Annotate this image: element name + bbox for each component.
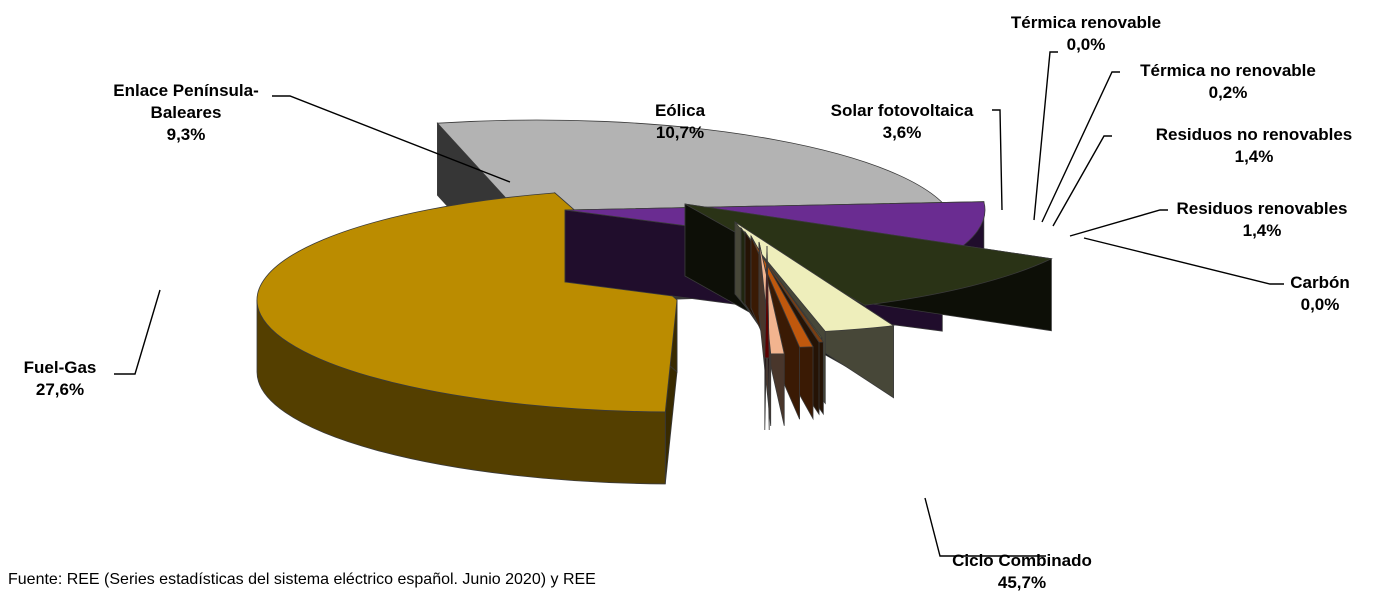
slice-value: 27,6% bbox=[36, 380, 84, 399]
leader-line bbox=[1069, 209, 1168, 237]
slice-value: 1,4% bbox=[1235, 147, 1274, 166]
pie-slice bbox=[758, 241, 785, 426]
leader-line bbox=[114, 289, 161, 375]
leader-line bbox=[1041, 71, 1120, 223]
leader-line bbox=[272, 95, 511, 183]
slice-value: 0,0% bbox=[1301, 295, 1340, 314]
slice-value: 9,3% bbox=[167, 125, 206, 144]
leader-line bbox=[1052, 135, 1112, 227]
leader-line bbox=[924, 497, 1046, 557]
leader-line bbox=[1083, 237, 1284, 285]
slice-value: 1,4% bbox=[1243, 221, 1282, 240]
slice-label: Eólica bbox=[655, 101, 706, 120]
slice-value: 3,6% bbox=[883, 123, 922, 142]
slice-value: 10,7% bbox=[656, 123, 704, 142]
slice-label: Fuel-Gas bbox=[24, 358, 97, 377]
leader-line bbox=[1033, 51, 1058, 221]
slice-label: Residuos renovables bbox=[1176, 199, 1347, 218]
slice-label: Baleares bbox=[151, 103, 222, 122]
slice-value: 0,0% bbox=[1067, 35, 1106, 54]
slice-label: Solar fotovoltaica bbox=[831, 101, 974, 120]
slice-label: Enlace Península- bbox=[113, 81, 259, 100]
slice-label: Carbón bbox=[1290, 273, 1350, 292]
pie-slice bbox=[764, 245, 770, 431]
slice-label: Térmica no renovable bbox=[1140, 61, 1316, 80]
slice-value: 45,7% bbox=[998, 573, 1046, 592]
slice-value: 0,2% bbox=[1209, 83, 1248, 102]
leader-line bbox=[992, 109, 1003, 211]
chart-source: Fuente: REE (Series estadísticas del sis… bbox=[8, 571, 596, 588]
slice-label: Ciclo Combinado bbox=[952, 551, 1092, 570]
slice-label: Residuos no renovables bbox=[1156, 125, 1353, 144]
slice-label: Térmica renovable bbox=[1011, 13, 1161, 32]
